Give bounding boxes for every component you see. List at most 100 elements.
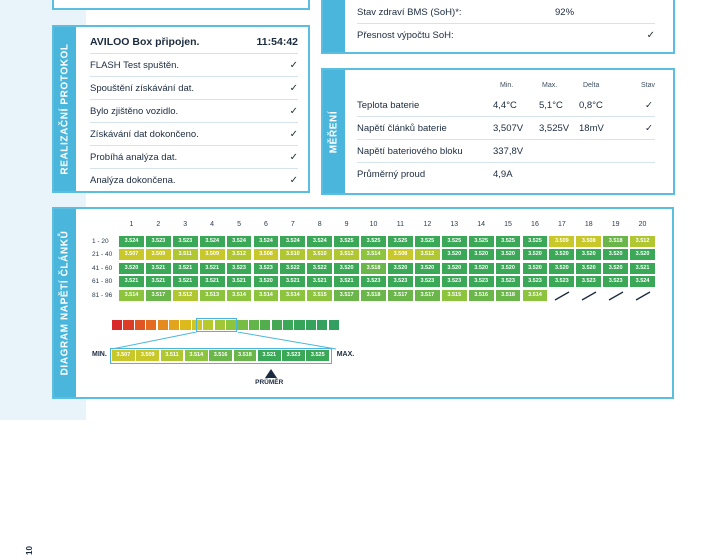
protocol-step-row: Spouštění získávání dat. ✓ [90, 77, 298, 100]
cell-voltage: 3.523 [576, 276, 602, 288]
legend-value: 3.523 [282, 350, 305, 361]
legend-max-label: MAX. [336, 351, 355, 358]
cell-voltage: 3.521 [145, 276, 171, 288]
measure-tab-label: MĚŘENÍ [328, 110, 340, 153]
cell-voltage: 3.518 [361, 289, 386, 301]
cell-voltage: 3.514 [522, 289, 548, 301]
cell-voltage: 3.525 [388, 236, 413, 247]
cell-voltage: 3.517 [388, 289, 413, 301]
protocol-step-label: FLASH Test spuštěn. [90, 59, 180, 71]
cell-voltage: 3.524 [119, 236, 144, 247]
cell-voltage: 3.520 [468, 262, 494, 274]
protocol-step-label: Probíhá analýza dat. [90, 151, 178, 163]
grid-column-header: 2 [156, 221, 161, 228]
gradient-segment [317, 320, 328, 330]
cell-voltage: 3.521 [226, 276, 252, 288]
grid-column-header: 16 [531, 221, 539, 228]
slash-icon [608, 291, 623, 301]
measure-max: 3,525V [539, 123, 570, 134]
gradient-segment [305, 320, 316, 330]
cell-voltage: 3.525 [468, 236, 494, 247]
gradient-segment [237, 320, 248, 330]
measure-tab: MĚŘENÍ [323, 70, 345, 193]
cell-empty [603, 289, 629, 301]
gradient-segment [271, 320, 282, 330]
cell-voltage: 3.517 [145, 289, 171, 301]
cell-voltage: 3.521 [119, 276, 144, 288]
measure-delta: 0,8°C [579, 100, 603, 111]
gradient-highlight [196, 318, 238, 332]
measure-state: ✓ [645, 100, 653, 111]
cell-voltage: 3.524 [280, 236, 306, 247]
grid-column-header: 4 [210, 221, 215, 228]
cell-voltage: 3.509 [549, 236, 575, 247]
cell-voltage: 3.521 [307, 276, 333, 288]
gradient-segment [328, 320, 339, 330]
measure-label: Napětí bateriového bloku [357, 146, 463, 157]
gradient-segment [248, 320, 259, 330]
cell-voltage: 3.512 [334, 249, 360, 261]
measure-delta: 18mV [579, 123, 604, 134]
cell-voltage: 3.525 [441, 236, 467, 247]
cell-voltage: 3.512 [226, 249, 252, 261]
cell-voltage: 3.508 [576, 236, 602, 247]
cell-voltage: 3.507 [119, 249, 144, 261]
cell-voltage: 3.514 [226, 289, 252, 301]
cell-empty [630, 289, 655, 301]
legend-frame [110, 348, 332, 364]
cell-voltage: 3.525 [495, 236, 521, 247]
cell-voltage: 3.524 [226, 236, 252, 247]
cell-voltage: 3.518 [495, 289, 521, 301]
gradient-segment [226, 320, 237, 330]
grid-column-header: 8 [317, 221, 322, 228]
cell-voltage: 3.525 [361, 236, 386, 247]
cell-voltage: 3.510 [280, 249, 306, 261]
protocol-panel: REALIZAČNÍ PROTOKOL AVILOO Box připojen.… [52, 25, 310, 193]
measure-max: 5,1°C [539, 100, 563, 111]
grid-column-header: 6 [263, 221, 268, 228]
grid-row-header: 81 - 96 [92, 291, 113, 299]
diagram-tab: DIAGRAM NAPĚTÍ ČLÁNKŮ [54, 209, 76, 397]
cell-voltage: 3.518 [361, 262, 386, 274]
measure-header-max: Max. [542, 82, 558, 89]
cell-voltage: 3.520 [522, 249, 548, 261]
soh-value: 92% [555, 6, 575, 18]
grid-row-header: 1 - 20 [92, 238, 109, 245]
cell-voltage: 3.517 [334, 289, 360, 301]
protocol-header-time: 11:54:42 [256, 36, 298, 48]
protocol-step-row: Získávání dat dokončeno. ✓ [90, 123, 298, 146]
measure-min: 4,4°C [493, 100, 517, 111]
soh-panel: Stav zdraví BMS (SoH)*: 92% Přesnost výp… [321, 0, 675, 54]
protocol-step-label: Analýza dokončena. [90, 175, 176, 186]
protocol-header-row: AVILOO Box připojen. 11:54:42 [90, 31, 298, 54]
cell-voltage: 3.523 [172, 236, 198, 247]
cell-voltage: 3.513 [199, 289, 225, 301]
protocol-step-row: FLASH Test spuštěn. ✓ [90, 54, 298, 77]
cell-voltage: 3.514 [119, 289, 144, 301]
cell-voltage: 3.524 [253, 236, 279, 247]
measure-label: Průměrný proud [357, 169, 426, 180]
cell-voltage: 3.514 [280, 289, 306, 301]
legend-value: 3.511 [160, 350, 184, 361]
soh-accuracy-label: Přesnost výpočtu SoH: [357, 30, 454, 41]
cell-voltage: 3.523 [253, 262, 279, 274]
diagram-panel: DIAGRAM NAPĚTÍ ČLÁNKŮ 1 2 3 4 5 6 7 8 9 10 11 12 13 1… [52, 207, 674, 399]
grid-column-header: 12 [423, 221, 432, 228]
legend-value: 3.525 [306, 350, 330, 361]
protocol-step-row: Bylo zjištěno vozidlo. ✓ [90, 100, 298, 123]
cell-voltage: 3.514 [361, 249, 386, 261]
cell-voltage: 3.520 [495, 249, 521, 261]
gradient-segment [203, 320, 214, 330]
cell-voltage: 3.523 [468, 276, 494, 288]
grid-column-header: 17 [557, 221, 566, 228]
check-icon: ✓ [289, 128, 298, 140]
cell-voltage: 3.523 [145, 236, 171, 247]
legend-value: 3.509 [136, 350, 160, 361]
grid-column-header: 9 [344, 221, 349, 228]
cell-voltage: 3.508 [253, 249, 279, 261]
cell-voltage: 3.520 [603, 249, 629, 261]
cell-voltage: 3.520 [441, 249, 467, 261]
grid-column-header: 3 [183, 221, 188, 228]
measure-label: Napětí článků baterie [357, 123, 447, 134]
grid-column-header: 5 [237, 221, 241, 228]
